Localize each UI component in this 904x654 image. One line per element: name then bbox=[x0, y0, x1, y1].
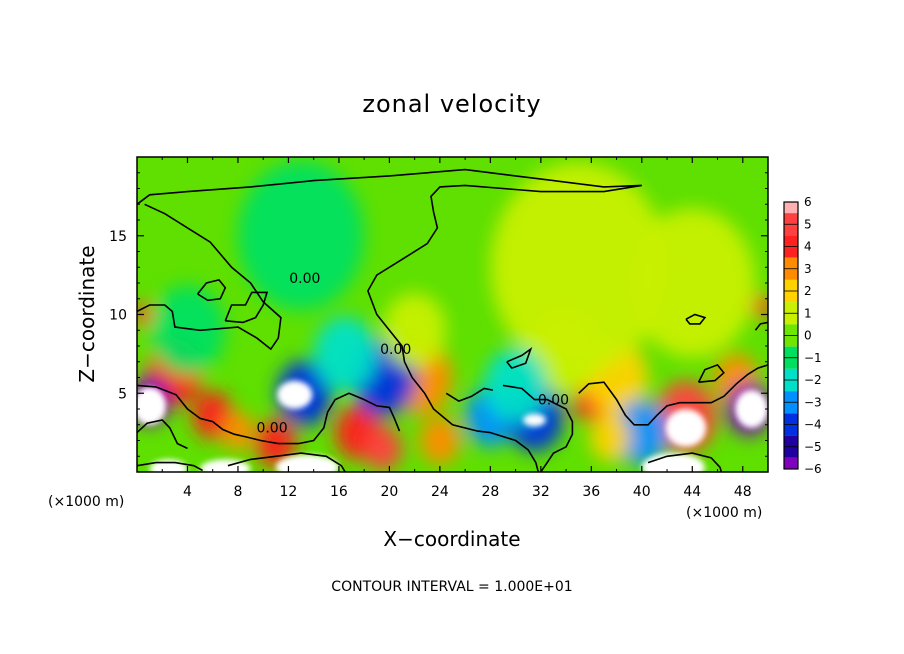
x-tick-label: 12 bbox=[280, 484, 298, 500]
saturated-region bbox=[137, 386, 167, 425]
contour-label: 0.00 bbox=[538, 392, 569, 408]
contour-line bbox=[697, 363, 725, 383]
contour-line bbox=[685, 313, 707, 325]
contour-line bbox=[137, 203, 282, 351]
colorbar-swatch bbox=[784, 202, 798, 214]
x-tick-label: 8 bbox=[233, 484, 242, 500]
contour-line bbox=[224, 291, 269, 324]
saturated-region bbox=[665, 409, 707, 447]
colorbar-label: −1 bbox=[804, 351, 822, 365]
contour-line bbox=[754, 321, 768, 331]
field-blob bbox=[629, 208, 756, 358]
colorbar-label: −6 bbox=[804, 462, 822, 476]
x-tick-label: 32 bbox=[532, 484, 550, 500]
x-tick-label: 4 bbox=[183, 484, 192, 500]
colorbar-label: −3 bbox=[804, 395, 822, 409]
field-blob bbox=[221, 411, 255, 451]
y-axis-label: Z−coordinate bbox=[75, 245, 99, 382]
x-axis-label: X−coordinate bbox=[383, 527, 520, 551]
colorbar-label: 4 bbox=[804, 240, 812, 254]
colorbar-label: 0 bbox=[804, 329, 812, 343]
contour-label: 0.00 bbox=[289, 271, 320, 287]
contour-labels: 0.00 0.00 0.00 0.00 bbox=[256, 271, 569, 437]
velocity-field bbox=[137, 157, 768, 472]
colorbar-label: 3 bbox=[804, 262, 812, 276]
x-tick-label: 28 bbox=[481, 484, 499, 500]
field-blob bbox=[590, 413, 631, 462]
colorbar: 6 5 4 3 2 1 0 −1 −2 −3 −4 −5 −6 bbox=[783, 195, 822, 476]
contour-line bbox=[137, 419, 188, 450]
colorbar-label: 2 bbox=[804, 284, 812, 298]
contour-line bbox=[578, 364, 768, 426]
chart-title: zonal velocity bbox=[362, 90, 541, 118]
colorbar-label: −5 bbox=[804, 440, 822, 454]
y-tick-label: 5 bbox=[118, 386, 127, 402]
colorbar-swatch bbox=[784, 457, 798, 469]
contour-line bbox=[137, 384, 401, 445]
colorbar-label: 6 bbox=[804, 195, 812, 209]
x-tick-label: 48 bbox=[734, 484, 752, 500]
field-blob bbox=[419, 416, 461, 465]
x-tick-label: 24 bbox=[431, 484, 449, 500]
contour-label: 0.00 bbox=[380, 342, 411, 358]
y-tick-label: 15 bbox=[109, 229, 127, 245]
x-tick-label: 40 bbox=[633, 484, 651, 500]
colorbar-label: 1 bbox=[804, 306, 812, 320]
contour-line bbox=[227, 452, 346, 472]
saturated-region bbox=[523, 413, 546, 427]
x-tick-label: 44 bbox=[683, 484, 701, 500]
x-axis-ticks: 4 8 12 16 20 24 28 32 36 40 44 48 bbox=[161, 157, 752, 500]
field-blob bbox=[490, 162, 668, 372]
contour-line bbox=[490, 431, 540, 472]
contour-label: 0.00 bbox=[256, 421, 287, 437]
contour-line bbox=[196, 279, 227, 302]
y-tick-label: 10 bbox=[109, 308, 127, 324]
field-blob bbox=[752, 294, 768, 319]
field-blob bbox=[484, 347, 548, 423]
colorbar-label: 5 bbox=[804, 217, 812, 231]
x-tick-label: 36 bbox=[582, 484, 600, 500]
contour-interval-note: CONTOUR INTERVAL = 1.000E+01 bbox=[331, 579, 572, 595]
x-tick-label: 16 bbox=[330, 484, 348, 500]
z-axis-unit: (×1000 m) bbox=[48, 494, 124, 510]
x-tick-label: 20 bbox=[380, 484, 398, 500]
contour-line bbox=[506, 346, 533, 370]
x-axis-unit: (×1000 m) bbox=[686, 505, 762, 521]
field-blob bbox=[383, 292, 447, 368]
contour-line bbox=[445, 387, 494, 402]
field-blob bbox=[237, 160, 365, 311]
saturated-region bbox=[277, 380, 313, 410]
colorbar-label: −2 bbox=[804, 373, 822, 387]
field-blob bbox=[313, 316, 377, 392]
contour-line bbox=[502, 384, 574, 472]
contour-line bbox=[137, 461, 203, 472]
field-blob bbox=[364, 425, 403, 471]
contour-line bbox=[137, 168, 642, 434]
y-axis-ticks: 5 10 15 bbox=[109, 172, 768, 457]
saturated-region bbox=[275, 454, 339, 472]
saturated-region bbox=[735, 390, 768, 428]
saturated-region bbox=[641, 453, 705, 472]
colorbar-label: −4 bbox=[804, 418, 822, 432]
contour-line bbox=[647, 452, 723, 472]
